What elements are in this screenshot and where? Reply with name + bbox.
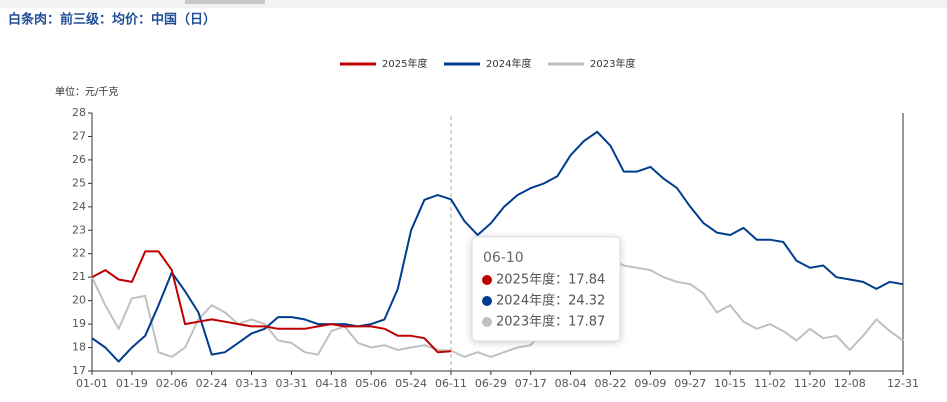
y-tick-label: 28	[72, 106, 86, 119]
tooltip-dot	[482, 317, 492, 327]
x-tick-label: 09-27	[674, 377, 706, 390]
legend-label: 2024年度	[486, 57, 531, 70]
y-tick-label: 23	[72, 223, 86, 236]
y-tick-label: 21	[72, 270, 86, 283]
chart-title: 白条肉：前三级：均价：中国（日）	[8, 12, 216, 28]
tooltip-title: 06-10	[483, 250, 524, 266]
y-tick-label: 18	[72, 341, 86, 354]
legend-label: 2025年度	[382, 57, 427, 70]
x-tick-label: 01-19	[116, 377, 148, 390]
legend: 2025年度 2024年度 2023年度	[340, 57, 635, 70]
y-tick-label: 22	[72, 247, 86, 260]
y-axis-label: 单位：元/千克	[55, 85, 118, 98]
x-tick-label: 05-06	[355, 377, 387, 390]
x-tick-label: 07-17	[515, 377, 547, 390]
x-tick-label: 03-13	[236, 377, 268, 390]
tooltip-box	[471, 236, 621, 342]
x-tick-label: 09-09	[634, 377, 666, 390]
y-tick-label: 24	[72, 200, 86, 213]
series-line	[91, 250, 452, 354]
x-tick-label: 12-31	[887, 377, 919, 390]
x-tick-label: 06-29	[475, 377, 507, 390]
y-tick-label: 19	[72, 317, 86, 330]
series-line	[91, 130, 904, 363]
plot: 17 18 19 20 21 22 23 24 25 26 27 28 01-01 01-19 02-06 0…	[72, 106, 919, 390]
y-tick-label: 25	[72, 176, 86, 189]
series-line	[91, 257, 904, 358]
y-tick-label: 20	[72, 294, 86, 307]
tooltip-dot	[482, 296, 492, 306]
legend-label: 2023年度	[590, 57, 635, 70]
tab	[185, 0, 265, 4]
x-tick-label: 08-22	[595, 377, 627, 390]
y-tick-label: 26	[72, 153, 86, 166]
x-tick-label: 05-24	[395, 377, 427, 390]
y-tick-label: 27	[72, 129, 86, 142]
x-tick-label: 12-08	[834, 377, 866, 390]
tooltip-row: 2023年度：17.87	[496, 314, 605, 330]
x-tick-label: 11-02	[754, 377, 786, 390]
tooltip: 06-10 2025年度：17.84 2024年度：24.32 2023年度：17.…	[471, 236, 621, 342]
x-tick-label: 08-04	[555, 377, 587, 390]
x-tick-label: 10-15	[714, 377, 746, 390]
tooltip-row: 2025年度：17.84	[496, 272, 605, 288]
x-tick-label: 03-31	[275, 377, 307, 390]
x-tick-label: 02-24	[196, 377, 228, 390]
top-strip	[0, 0, 947, 8]
x-tick-label: 11-20	[794, 377, 826, 390]
x-tick-label: 04-18	[315, 377, 347, 390]
tooltip-row: 2024年度：24.32	[496, 293, 605, 309]
y-tick-label: 17	[72, 364, 86, 377]
x-tick-label: 06-11	[435, 377, 467, 390]
x-tick-label: 02-06	[156, 377, 188, 390]
tooltip-dot	[482, 275, 492, 285]
x-tick-label: 01-01	[76, 377, 108, 390]
